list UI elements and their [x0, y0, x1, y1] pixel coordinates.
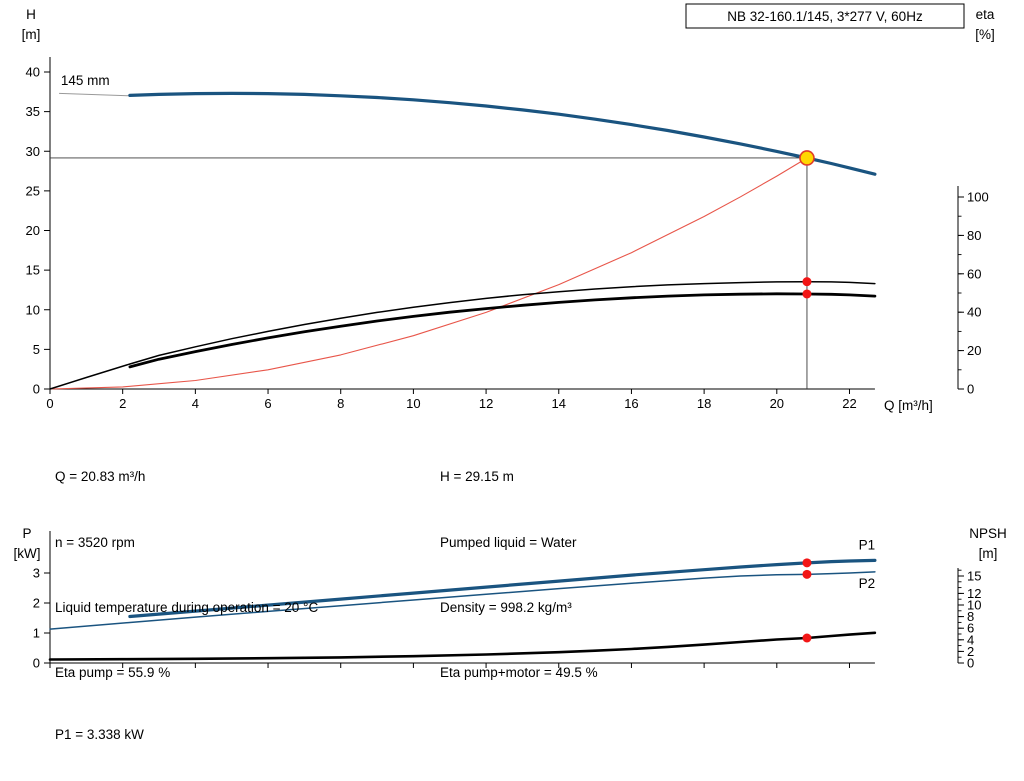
p1-curve-label: P1: [859, 538, 876, 553]
chart-title-box: [685, 3, 965, 29]
right-tick-label: 8: [967, 609, 974, 624]
impeller-leader-line: [59, 92, 130, 97]
left-tick-label: 35: [26, 104, 40, 119]
left-tick-label: 20: [26, 223, 40, 238]
duty-point[interactable]: [799, 150, 815, 166]
right-tick-label: 2: [967, 644, 974, 659]
x-tick-label: 0: [46, 396, 53, 411]
hq-eta-group: NB 32-160.1/145, 3*277 V, 60Hz0510152025…: [22, 3, 995, 413]
left-tick-label: 40: [26, 65, 40, 80]
duty-speed-text: n = 3520 rpm: [55, 534, 135, 550]
x-tick-label: 4: [192, 396, 199, 411]
right-tick-label: 6: [967, 621, 974, 636]
duty-eta-pump-text: Eta pump = 55.9 %: [55, 664, 171, 680]
right-axis-title: NPSH: [969, 526, 1007, 541]
right-tick-label: 10: [967, 598, 981, 613]
right-tick-label: 60: [967, 266, 981, 281]
left-tick-label: 0: [33, 656, 40, 671]
left-axis-title: H: [26, 7, 36, 22]
p2-duty-dot: [802, 569, 812, 579]
p1-duty-dot: [802, 558, 812, 568]
duty-details-left: Q = 20.83 m³/h n = 3520 rpm Liquid tempe…: [55, 423, 318, 727]
left-tick-label: 30: [26, 144, 40, 159]
chart-title: NB 32-160.1/145, 3*277 V, 60Hz: [727, 9, 923, 24]
duty-liquid-text: Pumped liquid = Water: [440, 534, 577, 550]
duty-density-text: Density = 998.2 kg/m³: [440, 599, 572, 615]
npsh-duty-dot: [802, 633, 812, 643]
impeller-size-label: 145 mm: [61, 73, 110, 88]
eta-pump-duty-dot: [802, 277, 812, 287]
left-tick-label: 3: [33, 566, 40, 581]
p2-curve: [49, 571, 876, 630]
eta-pump-motor-curve: [128, 292, 877, 369]
x-tick-label: 20: [770, 396, 784, 411]
duty-temperature-text: Liquid temperature during operation = 20…: [55, 599, 319, 615]
right-tick-label: 12: [967, 586, 981, 601]
p2-curve-label: P2: [859, 576, 876, 591]
eta-pump-curve: [49, 280, 876, 390]
left-tick-label: 2: [33, 596, 40, 611]
right-tick-label: 0: [967, 656, 974, 671]
duty-flow-text: Q = 20.83 m³/h: [55, 469, 146, 485]
head-curve: [128, 91, 877, 176]
left-tick-label: 1: [33, 626, 40, 641]
x-tick-label: 22: [842, 396, 856, 411]
right-tick-label: 80: [967, 228, 981, 243]
duty-head-text: H = 29.15 m: [440, 469, 514, 485]
right-tick-label: 40: [967, 305, 981, 320]
eta-motor-duty-dot: [802, 289, 812, 299]
right-tick-label: 0: [967, 382, 974, 397]
p1-curve: [128, 558, 877, 619]
x-tick-label: 18: [697, 396, 711, 411]
right-axis-title: [%]: [975, 27, 995, 42]
left-axis-title: P: [22, 526, 31, 541]
p1-value-text: P1 = 3.338 kW: [55, 727, 144, 743]
right-tick-label: 4: [967, 632, 974, 647]
x-tick-label: 10: [406, 396, 420, 411]
left-tick-label: 0: [33, 382, 40, 397]
x-axis-title: Q [m³/h]: [884, 398, 933, 413]
left-tick-label: 5: [33, 342, 40, 357]
x-tick-label: 16: [624, 396, 638, 411]
left-axis-title: [m]: [22, 27, 41, 42]
right-tick-label: 15: [967, 569, 981, 584]
x-tick-label: 8: [337, 396, 344, 411]
right-axis-title: eta: [976, 7, 995, 22]
duty-eta-motor-text: Eta pump+motor = 49.5 %: [440, 664, 598, 680]
left-tick-label: 10: [26, 302, 40, 317]
x-tick-label: 14: [552, 396, 566, 411]
right-axis-title: [m]: [979, 546, 998, 561]
left-axis-title: [kW]: [14, 546, 41, 561]
left-tick-label: 15: [26, 263, 40, 278]
left-tick-label: 25: [26, 183, 40, 198]
right-tick-label: 20: [967, 343, 981, 358]
right-tick-label: 100: [967, 190, 989, 205]
duty-details-right: H = 29.15 m Pumped liquid = Water Densit…: [440, 423, 598, 727]
x-tick-label: 2: [119, 396, 126, 411]
x-tick-label: 6: [264, 396, 271, 411]
power-details: P1 = 3.338 kW P2 = 2.955 kW NPSH = 4.31 …: [55, 681, 363, 781]
system-curve: [49, 157, 808, 390]
x-tick-label: 12: [479, 396, 493, 411]
